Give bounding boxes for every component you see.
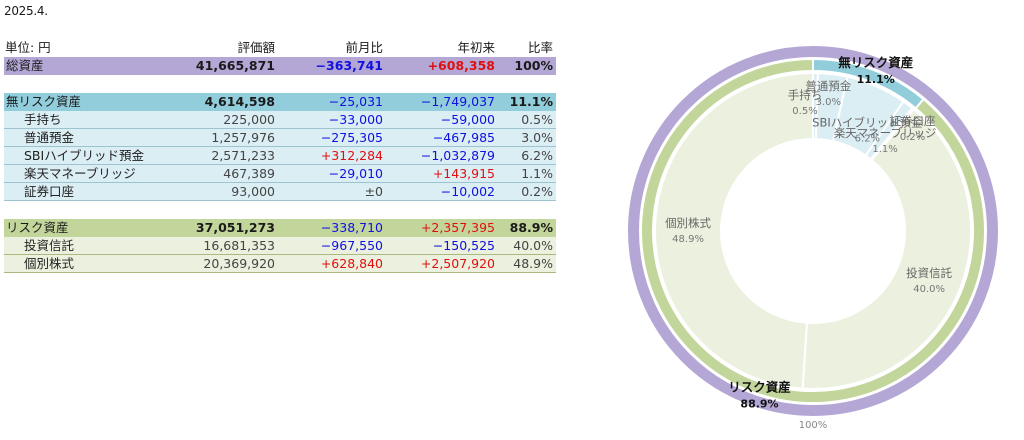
item-value: 2,571,233	[211, 148, 275, 163]
table-row: 個別株式 20,369,920 +628,840 +2,507,920 48.9…	[4, 255, 556, 273]
item-name: 投資信託	[24, 238, 75, 253]
item-mom: −275,305	[320, 130, 383, 145]
report-date: 2025.4.	[4, 4, 48, 18]
risk-name: リスク資産	[6, 220, 69, 235]
item-ytd: −59,000	[440, 112, 495, 127]
label-savings: 普通預金	[805, 79, 851, 93]
item-ratio: 3.0%	[521, 130, 553, 145]
item-value: 1,257,976	[211, 130, 275, 145]
risk-free-ratio: 11.1%	[509, 94, 553, 109]
item-ratio: 1.1%	[521, 166, 553, 181]
risk-free-ytd: −1,749,037	[420, 94, 495, 109]
item-ratio: 0.5%	[521, 112, 553, 127]
portfolio-donut-chart: 100% 無リスク資産 11.1% リスク資産 88.9% 手持ち 0.5% 普通預金 3.0%…	[625, 44, 1001, 431]
label-total-pct: 100%	[799, 420, 828, 431]
table-row: 楽天マネーブリッジ 467,389 −29,010 +143,915 1.1%	[4, 165, 556, 183]
table-spacer	[4, 75, 556, 93]
header-ratio: 比率	[527, 40, 553, 55]
item-value: 467,389	[223, 166, 275, 181]
table-row: 普通預金 1,257,976 −275,305 −467,985 3.0%	[4, 129, 556, 147]
label-rakuten-bridge-pct: 1.1%	[872, 144, 897, 155]
table-row: 証券口座 93,000 ±0 −10,002 0.2%	[4, 183, 556, 201]
label-risk-free: 無リスク資産	[838, 55, 913, 70]
item-value: 20,369,920	[203, 256, 275, 271]
label-risk: リスク資産	[728, 380, 791, 395]
item-name: 楽天マネーブリッジ	[24, 166, 136, 181]
table-row: 手持ち 225,000 −33,000 −59,000 0.5%	[4, 111, 556, 129]
table-row: 投資信託 16,681,353 −967,550 −150,525 40.0%	[4, 237, 556, 255]
label-mutual-funds-pct: 40.0%	[913, 284, 945, 295]
risk-free-row: 無リスク資産 4,614,598 −25,031 −1,749,037 11.1…	[4, 93, 556, 111]
portfolio-table: 単位: 円 評価額 前月比 年初来 比率 総資産 41,665,871 −363…	[4, 39, 556, 273]
risk-row: リスク資産 37,051,273 −338,710 +2,357,395 88.…	[4, 219, 556, 237]
item-ytd: −1,032,879	[420, 148, 495, 163]
item-mom: +628,840	[320, 256, 383, 271]
total-ytd: +608,358	[427, 58, 495, 73]
risk-free-name: 無リスク資産	[6, 94, 82, 109]
header-unit: 単位: 円	[5, 40, 51, 55]
risk-ratio: 88.9%	[509, 220, 553, 235]
item-mom: −967,550	[320, 238, 383, 253]
item-name: SBIハイブリッド預金	[24, 148, 144, 163]
total-mom: −363,741	[315, 58, 383, 73]
label-sbi-hybrid: SBIハイブリッド預金	[812, 115, 923, 129]
label-risk-pct: 88.9%	[740, 398, 778, 411]
item-ratio: 48.9%	[513, 256, 553, 271]
label-cash-pct: 0.5%	[792, 106, 817, 117]
total-value: 41,665,871	[195, 58, 275, 73]
item-mom: ±0	[364, 184, 383, 199]
item-name: 手持ち	[24, 112, 62, 127]
table-row: SBIハイブリッド預金 2,571,233 +312,284 −1,032,87…	[4, 147, 556, 165]
label-cash: 手持ち	[788, 88, 823, 102]
item-mom: −33,000	[328, 112, 383, 127]
header-value: 評価額	[237, 40, 275, 55]
item-name: 個別株式	[24, 256, 75, 271]
item-name: 証券口座	[24, 184, 75, 199]
risk-free-mom: −25,031	[328, 94, 383, 109]
risk-free-value: 4,614,598	[204, 94, 275, 109]
item-value: 93,000	[231, 184, 275, 199]
item-ytd: −150,525	[432, 238, 495, 253]
label-risk-free-pct: 11.1%	[857, 73, 895, 86]
item-value: 16,681,353	[203, 238, 275, 253]
table-spacer	[4, 201, 556, 219]
item-name: 普通預金	[24, 130, 75, 145]
label-stocks-pct: 48.9%	[672, 234, 704, 245]
item-ytd: −10,002	[440, 184, 495, 199]
item-ratio: 40.0%	[513, 238, 553, 253]
label-securities-account: 証券口座	[890, 114, 936, 128]
total-ratio: 100%	[514, 58, 553, 73]
risk-mom: −338,710	[320, 220, 383, 235]
label-securities-account-pct: 0.2%	[900, 132, 925, 143]
item-ratio: 6.2%	[521, 148, 553, 163]
header-mom: 前月比	[345, 40, 383, 55]
slice-item-mutual-funds	[801, 107, 972, 390]
slice-item-stocks	[653, 71, 814, 390]
item-ytd: −467,985	[432, 130, 495, 145]
total-row: 総資産 41,665,871 −363,741 +608,358 100%	[4, 57, 556, 75]
item-mom: +312,284	[320, 148, 383, 163]
label-mutual-funds: 投資信託	[906, 266, 952, 280]
item-ytd: +2,507,920	[420, 256, 495, 271]
item-mom: −29,010	[328, 166, 383, 181]
header-ytd: 年初来	[457, 40, 495, 55]
label-stocks: 個別株式	[665, 216, 711, 230]
item-ytd: +143,915	[432, 166, 495, 181]
item-value: 225,000	[223, 112, 275, 127]
item-ratio: 0.2%	[521, 184, 553, 199]
label-sbi-hybrid-pct: 6.2%	[855, 133, 880, 144]
risk-ytd: +2,357,395	[420, 220, 495, 235]
label-rakuten-bridge: 楽天マネーブリッジ	[834, 126, 937, 140]
table-header: 単位: 円 評価額 前月比 年初来 比率	[4, 39, 556, 57]
risk-value: 37,051,273	[195, 220, 275, 235]
slice-category-risk	[640, 57, 986, 404]
total-name: 総資産	[6, 58, 44, 73]
label-savings-pct: 3.0%	[816, 97, 841, 108]
